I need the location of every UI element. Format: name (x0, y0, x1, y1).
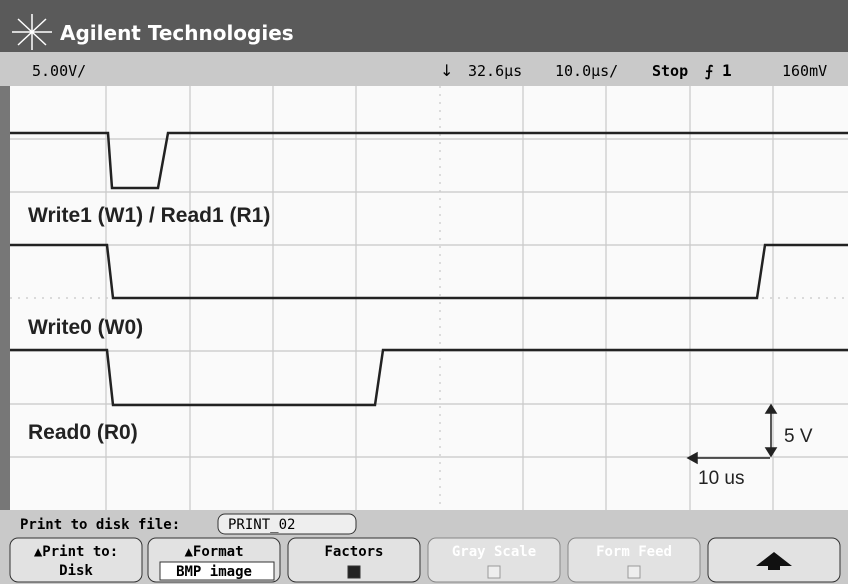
softkey[interactable]: Form Feed (568, 538, 700, 582)
page: Agilent Technologies 5.00V/ ↓ 32.6µs 10.… (0, 0, 848, 584)
channel-scale: 5.00V/ (32, 62, 86, 80)
status-bar (0, 52, 848, 86)
softkey[interactable]: ▲Format BMP image (148, 538, 280, 582)
horizontal-scale: 10 us (698, 468, 744, 489)
time-scale: 10.0µs/ (555, 62, 618, 80)
softkey-value: Disk (59, 563, 93, 579)
trigger-level: 160mV (782, 62, 827, 80)
file-label: Print to disk file: (20, 517, 180, 533)
trace-label: Write0 (W0) (28, 316, 143, 339)
softkey-label: ▲Print to: (34, 544, 118, 560)
scope-screen: Agilent Technologies 5.00V/ ↓ 32.6µs 10.… (0, 0, 848, 584)
softkey-label: Gray Scale (452, 544, 536, 560)
softkey-label: Form Feed (596, 544, 672, 560)
brand: Agilent Technologies (60, 21, 294, 45)
trigger-source: 1 (722, 61, 732, 80)
filename: PRINT_02 (228, 517, 295, 533)
vertical-scale: 5 V (784, 426, 813, 447)
softkey[interactable]: Gray Scale (428, 538, 560, 582)
logo (12, 14, 52, 50)
softkey-label: Factors (324, 544, 383, 560)
softkey[interactable]: Factors (288, 538, 420, 582)
softkey[interactable]: ▲Print to: Disk (10, 538, 142, 582)
softkey-value: BMP image (176, 564, 252, 580)
delay-marker: ↓ (440, 61, 453, 80)
run-state: Stop (652, 62, 688, 80)
trigger-icon: ⨍ (705, 62, 714, 80)
delay: 32.6µs (468, 62, 522, 80)
softkey-label: ▲Format (184, 544, 243, 560)
up-softkey[interactable] (708, 538, 840, 582)
trace-label: Write1 (W1) / Read1 (R1) (28, 204, 270, 227)
trace-label: Read0 (R0) (28, 421, 138, 444)
